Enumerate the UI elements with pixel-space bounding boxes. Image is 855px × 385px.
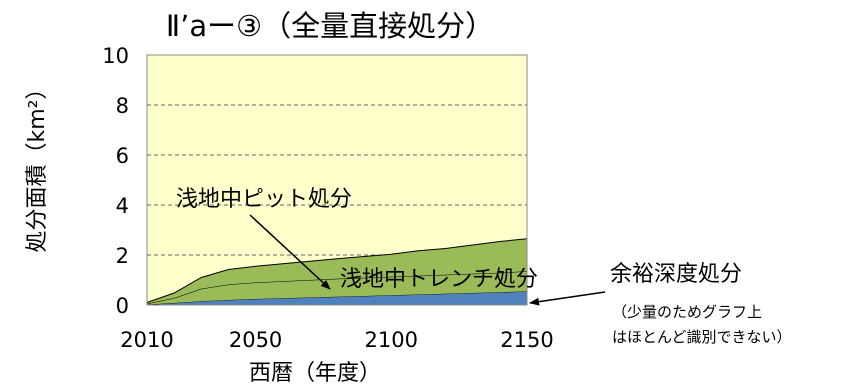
plot-area — [146, 54, 528, 306]
x-tick-label: 2050 — [229, 328, 282, 352]
area-series-0 — [147, 291, 527, 305]
area-series — [146, 238, 528, 305]
annotation-pit: 浅地中ピット処分 — [176, 187, 352, 212]
area-series-2-outline — [146, 238, 528, 303]
x-axis-label: 西暦（年度） — [249, 361, 381, 385]
x-tick-label: 2010 — [120, 328, 173, 352]
x-tick-label: 2100 — [365, 328, 418, 352]
y-tick-label: 8 — [116, 94, 129, 118]
x-tick-label: 2150 — [500, 328, 553, 352]
y-tick-label: 10 — [102, 44, 129, 68]
y-tick-label: 6 — [116, 144, 129, 168]
annotation-yoyu: 余裕深度処分 — [610, 262, 742, 287]
y-axis-label: 処分面積（km²） — [25, 78, 50, 253]
annotation-note-line2: はほとんど識別できない） — [612, 328, 792, 346]
area-series-1 — [147, 271, 527, 305]
x-tick-labels: 2010 2050 2100 2150 — [120, 328, 553, 352]
y-tick-labels: 0 2 4 6 8 10 — [102, 44, 129, 318]
arrow-yoyu — [529, 291, 606, 306]
y-tick-label: 2 — [116, 244, 129, 268]
annotation-trench: 浅地中トレンチ処分 — [340, 267, 538, 292]
area-series-2 — [147, 238, 527, 304]
y-tick-label: 0 — [116, 294, 129, 318]
chart-title: Ⅱ’aー③（全量直接処分） — [166, 9, 494, 43]
y-tick-label: 4 — [116, 194, 129, 218]
plot-border — [146, 54, 528, 306]
arrow-pit — [249, 214, 331, 290]
annotation-note-line1: （少量のためグラフ上 — [612, 303, 762, 321]
